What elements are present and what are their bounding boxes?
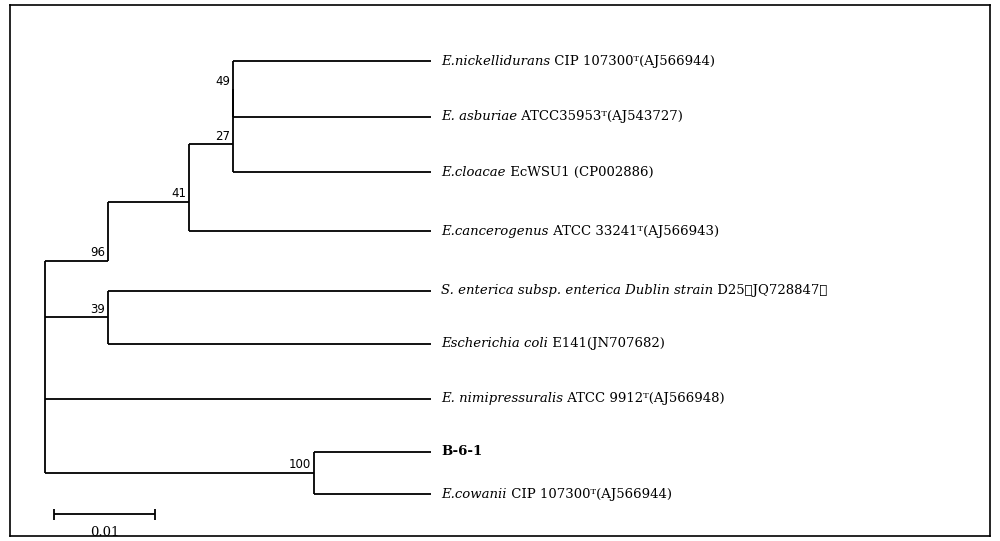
Text: E. nimipressuralis: E. nimipressuralis bbox=[441, 392, 563, 405]
Text: S. enterica subsp. enterica Dublin strain: S. enterica subsp. enterica Dublin strai… bbox=[441, 284, 713, 297]
Text: 0.01: 0.01 bbox=[90, 526, 119, 539]
Text: E.cancerogenus: E.cancerogenus bbox=[441, 225, 549, 237]
Text: 96: 96 bbox=[90, 246, 105, 259]
Text: 27: 27 bbox=[216, 130, 230, 143]
Text: ATCC 9912ᵀ(AJ566948): ATCC 9912ᵀ(AJ566948) bbox=[563, 392, 725, 405]
Text: E.cloacae: E.cloacae bbox=[441, 166, 506, 179]
Text: 39: 39 bbox=[90, 302, 105, 315]
Text: 100: 100 bbox=[289, 458, 311, 471]
Text: D25（JQ728847）: D25（JQ728847） bbox=[713, 284, 828, 297]
Text: E. asburiae: E. asburiae bbox=[441, 110, 517, 123]
Text: E.cowanii: E.cowanii bbox=[441, 488, 507, 501]
Text: ATCC 33241ᵀ(AJ566943): ATCC 33241ᵀ(AJ566943) bbox=[549, 225, 719, 237]
Text: ATCC35953ᵀ(AJ543727): ATCC35953ᵀ(AJ543727) bbox=[517, 110, 683, 123]
Text: B-6-1: B-6-1 bbox=[441, 445, 482, 458]
Text: 49: 49 bbox=[216, 75, 230, 88]
Text: EcWSU1 (CP002886): EcWSU1 (CP002886) bbox=[506, 166, 653, 179]
Text: CIP 107300ᵀ(AJ566944): CIP 107300ᵀ(AJ566944) bbox=[550, 55, 715, 68]
Text: E.nickellidurans: E.nickellidurans bbox=[441, 55, 550, 68]
Text: 41: 41 bbox=[171, 187, 186, 200]
Text: CIP 107300ᵀ(AJ566944): CIP 107300ᵀ(AJ566944) bbox=[507, 488, 672, 501]
Text: E141(JN707682): E141(JN707682) bbox=[548, 337, 665, 350]
Text: Escherichia coli: Escherichia coli bbox=[441, 337, 548, 350]
